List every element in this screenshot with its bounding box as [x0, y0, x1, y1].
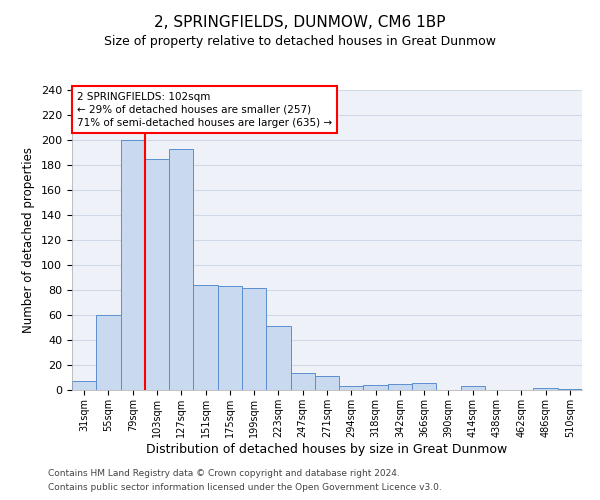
- Bar: [558, 389, 582, 390]
- X-axis label: Distribution of detached houses by size in Great Dunmow: Distribution of detached houses by size …: [146, 442, 508, 456]
- Y-axis label: Number of detached properties: Number of detached properties: [22, 147, 35, 333]
- Bar: [266, 326, 290, 390]
- Text: 2 SPRINGFIELDS: 102sqm
← 29% of detached houses are smaller (257)
71% of semi-de: 2 SPRINGFIELDS: 102sqm ← 29% of detached…: [77, 92, 332, 128]
- Text: 2, SPRINGFIELDS, DUNMOW, CM6 1BP: 2, SPRINGFIELDS, DUNMOW, CM6 1BP: [154, 15, 446, 30]
- Bar: [533, 388, 558, 390]
- Bar: [96, 315, 121, 390]
- Bar: [242, 288, 266, 390]
- Bar: [364, 385, 388, 390]
- Bar: [169, 149, 193, 390]
- Text: Contains public sector information licensed under the Open Government Licence v3: Contains public sector information licen…: [48, 484, 442, 492]
- Bar: [388, 384, 412, 390]
- Bar: [72, 381, 96, 390]
- Bar: [461, 386, 485, 390]
- Bar: [121, 140, 145, 390]
- Bar: [145, 159, 169, 390]
- Text: Size of property relative to detached houses in Great Dunmow: Size of property relative to detached ho…: [104, 35, 496, 48]
- Bar: [290, 372, 315, 390]
- Bar: [339, 386, 364, 390]
- Bar: [193, 285, 218, 390]
- Bar: [412, 382, 436, 390]
- Bar: [218, 286, 242, 390]
- Text: Contains HM Land Registry data © Crown copyright and database right 2024.: Contains HM Land Registry data © Crown c…: [48, 468, 400, 477]
- Bar: [315, 376, 339, 390]
